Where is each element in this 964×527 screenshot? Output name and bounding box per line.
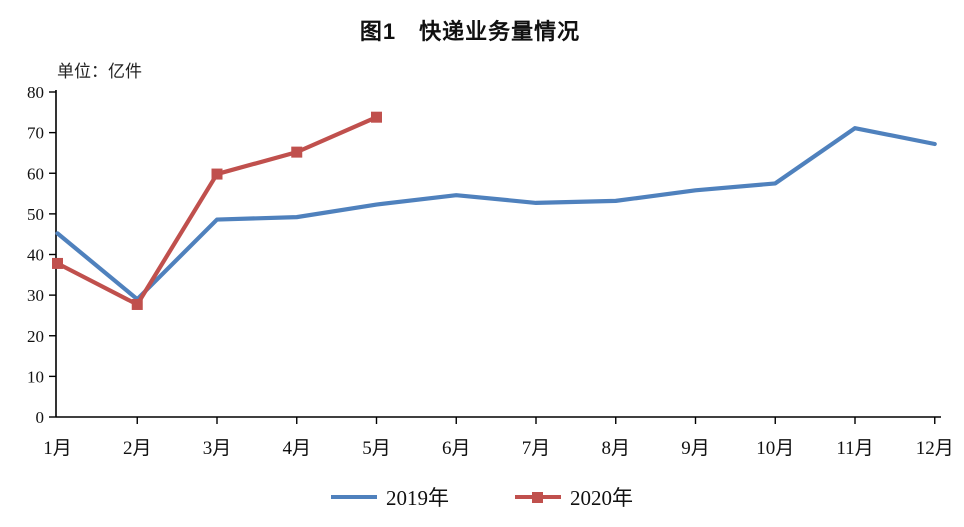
y-axis-tick-label: 10 [27,367,44,386]
x-axis-month-label: 12月 [916,438,954,459]
chart-title: 图1 快递业务量情况 [359,19,581,44]
x-axis-month-label: 5月 [362,438,391,459]
x-axis-month-label: 9月 [681,438,710,459]
series-marker-2020年 [371,111,382,123]
x-axis-month-label: 3月 [203,438,232,459]
legend-label-2020: 2020年 [570,486,633,510]
legend-item-2020: 2020年 [515,482,633,512]
x-axis-month-label: 4月 [282,438,311,459]
legend-square-marker-icon [532,491,543,503]
series-marker-2020年 [291,146,303,158]
x-axis-month-label: 1月 [43,438,72,459]
x-axis-month-label: 6月 [442,438,471,459]
y-axis-tick-label: 0 [36,408,45,427]
x-axis-month-label: 8月 [601,438,630,459]
x-axis-month-label: 7月 [522,438,551,459]
y-axis-tick-label: 50 [27,205,44,224]
legend-line-swatch-2020 [515,491,561,503]
x-axis-month-label: 2月 [123,438,152,459]
series-marker-2020年 [131,298,143,310]
series-line-2019年 [55,126,937,302]
unit-label: 单位：亿件 [57,62,142,81]
y-axis-tick-label: 30 [27,286,44,305]
x-axis-month-label: 11月 [836,438,873,459]
y-axis-tick-label: 40 [27,246,44,265]
y-axis-tick-label: 60 [27,164,44,183]
legend-label-2019: 2019年 [386,486,449,510]
y-axis-tick-label: 70 [27,124,44,143]
legend-item-2019: 2019年 [331,482,449,512]
y-axis-tick-label: 20 [27,327,44,346]
chart-legend: 2019年 2020年 [0,482,964,512]
legend-line-swatch-2019 [331,495,377,499]
series-marker-2020年 [211,168,223,180]
y-axis-tick-label: 80 [27,83,44,102]
x-axis-month-label: 10月 [756,438,794,459]
series-marker-2020年 [52,257,63,269]
